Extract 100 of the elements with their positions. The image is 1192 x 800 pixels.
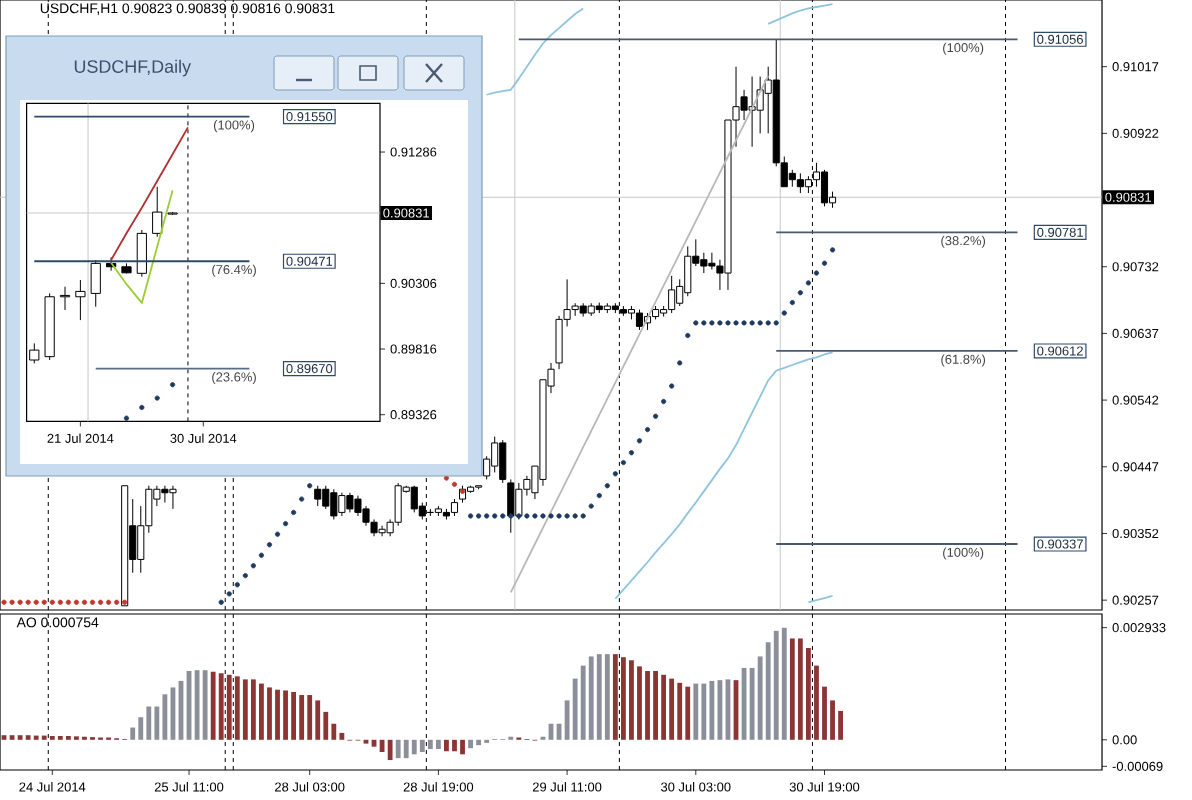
bar <box>773 630 779 740</box>
point <box>17 599 23 605</box>
candlestick <box>169 485 177 510</box>
point <box>476 513 482 519</box>
candlestick <box>362 505 370 527</box>
candlestick <box>796 172 804 194</box>
point <box>628 450 635 456</box>
point <box>169 382 176 388</box>
point <box>701 320 707 326</box>
point <box>299 496 305 502</box>
candlestick <box>748 76 756 148</box>
point <box>49 599 55 605</box>
point <box>749 320 755 326</box>
bar <box>339 732 345 740</box>
point <box>41 599 47 605</box>
point <box>797 290 803 296</box>
bar <box>693 683 699 740</box>
point <box>258 552 265 558</box>
bar <box>596 654 602 740</box>
bar <box>218 673 224 740</box>
point <box>669 383 675 389</box>
bar <box>267 687 272 740</box>
point <box>661 398 667 405</box>
point <box>250 563 256 569</box>
point <box>1 599 7 605</box>
point <box>291 509 297 516</box>
point <box>114 599 120 605</box>
point <box>596 492 602 499</box>
bar <box>259 683 264 740</box>
bar <box>395 739 401 759</box>
point <box>644 426 651 433</box>
point <box>508 513 514 519</box>
point <box>73 599 80 605</box>
point <box>65 599 71 605</box>
bar <box>653 670 658 740</box>
point <box>741 320 747 326</box>
bar <box>307 695 313 740</box>
point <box>725 320 731 326</box>
candlestick <box>75 279 86 321</box>
point <box>484 513 490 519</box>
bar <box>435 739 441 749</box>
candlestick <box>161 485 169 504</box>
bar <box>250 679 256 740</box>
point <box>492 513 498 519</box>
point <box>89 599 96 605</box>
point <box>757 320 763 326</box>
bar <box>669 678 675 740</box>
point <box>829 247 836 253</box>
point <box>677 360 683 366</box>
candlestick <box>756 76 764 134</box>
bar <box>146 706 152 740</box>
bar <box>299 695 305 740</box>
bar <box>291 692 297 740</box>
bar <box>797 638 803 740</box>
point <box>572 513 578 519</box>
point <box>266 542 273 548</box>
point <box>226 591 232 597</box>
bar <box>709 680 715 740</box>
bar <box>588 656 594 740</box>
candlestick <box>555 315 563 370</box>
point <box>709 320 715 326</box>
point <box>97 599 104 605</box>
bar <box>468 739 473 749</box>
point <box>693 320 699 326</box>
point <box>556 513 562 519</box>
point <box>604 483 610 489</box>
point <box>588 503 594 509</box>
point <box>524 513 530 519</box>
point <box>580 513 586 519</box>
point <box>274 531 281 537</box>
bar <box>427 739 433 749</box>
point <box>540 513 546 519</box>
bar <box>612 654 618 740</box>
point <box>532 513 538 519</box>
bar <box>677 682 683 740</box>
point <box>123 415 130 421</box>
chart-title: USDCHF,Daily <box>74 59 192 77</box>
point <box>9 599 15 605</box>
point <box>154 395 160 401</box>
candlestick <box>378 525 386 537</box>
point <box>773 320 779 326</box>
candlestick <box>338 492 346 517</box>
point <box>122 599 128 605</box>
point <box>612 471 618 477</box>
point <box>548 513 554 519</box>
bar <box>419 739 425 753</box>
point <box>789 299 795 306</box>
bar <box>460 739 465 755</box>
bar <box>444 739 449 752</box>
bar <box>781 627 787 740</box>
point <box>564 513 570 519</box>
candlestick <box>152 186 163 238</box>
point <box>218 599 224 605</box>
bar <box>637 666 642 740</box>
candlestick <box>467 486 475 492</box>
candlestick <box>136 229 147 278</box>
bar <box>242 679 248 740</box>
bar <box>645 670 650 740</box>
bar <box>202 670 208 740</box>
bar <box>411 739 417 755</box>
